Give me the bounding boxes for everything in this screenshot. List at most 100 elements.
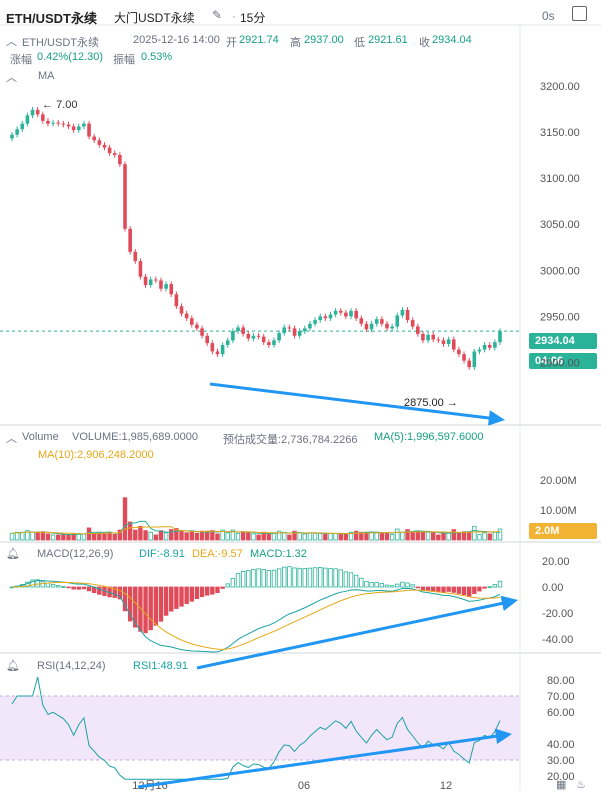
rsi-trend-arrow bbox=[137, 733, 503, 789]
volume-bar bbox=[384, 532, 390, 541]
candle-body bbox=[15, 129, 19, 135]
candle-body bbox=[148, 279, 153, 286]
macd-bar bbox=[492, 584, 498, 588]
candle-body bbox=[133, 251, 138, 262]
macd-bar bbox=[220, 586, 225, 589]
volume-bar bbox=[297, 532, 302, 541]
volume-bar bbox=[184, 532, 189, 541]
macd-bar bbox=[235, 573, 241, 588]
candle-body bbox=[164, 284, 168, 289]
volume-ma5-line bbox=[11, 520, 501, 536]
macd-bar bbox=[199, 586, 205, 598]
candle-body bbox=[231, 331, 235, 341]
volume-bar bbox=[153, 534, 159, 541]
macd-bar bbox=[369, 582, 374, 588]
price-tick-label: 3100.00 bbox=[540, 173, 580, 185]
candle-body bbox=[46, 120, 50, 124]
volume-bar bbox=[81, 533, 87, 541]
candle-body bbox=[251, 335, 256, 339]
volume-bar bbox=[215, 533, 220, 541]
macd-bar bbox=[9, 586, 15, 589]
edit-icon[interactable]: ✎ bbox=[212, 8, 223, 22]
volume-bar bbox=[117, 529, 123, 541]
macd-bar bbox=[133, 586, 138, 628]
macd-bar bbox=[400, 581, 405, 588]
symbol-title[interactable]: ETH/USDT永续 bbox=[6, 11, 98, 26]
macd-bar bbox=[446, 586, 451, 592]
macd-bar bbox=[189, 586, 194, 602]
candle-body bbox=[107, 147, 112, 154]
candle-body bbox=[349, 310, 353, 317]
candle-body bbox=[128, 228, 132, 252]
macd-bar bbox=[112, 586, 117, 598]
fire-icon[interactable]: ♨ bbox=[576, 779, 586, 791]
rsi-line bbox=[11, 676, 501, 780]
volume-bar bbox=[482, 532, 487, 541]
macd-bar bbox=[410, 584, 415, 588]
macd-bar bbox=[184, 586, 189, 604]
volume-ma10: MA(10):2,906,248.2000 bbox=[38, 449, 154, 461]
maximize-icon[interactable] bbox=[572, 6, 587, 21]
macd-bar bbox=[379, 583, 385, 588]
candle-body bbox=[87, 123, 91, 137]
volume-bar bbox=[359, 531, 364, 541]
candle-body bbox=[395, 315, 400, 327]
volume-bar bbox=[225, 532, 230, 541]
price-trend-arrow-head bbox=[487, 410, 505, 426]
change-value: 0.42%(12.30) bbox=[37, 51, 104, 63]
price-tick-label: 3150.00 bbox=[540, 127, 580, 139]
volume-bar bbox=[199, 530, 205, 541]
macd-bar bbox=[456, 586, 462, 594]
macd-tick-label: 20.00 bbox=[542, 556, 570, 568]
candle-body bbox=[159, 280, 163, 289]
low-marker: 2875.00 → bbox=[404, 397, 458, 409]
volume-bar bbox=[235, 532, 241, 541]
macd-bar bbox=[45, 582, 51, 588]
macd-bar bbox=[169, 586, 174, 612]
macd-bar bbox=[261, 569, 266, 588]
macd-bar bbox=[441, 586, 446, 593]
candle-body bbox=[76, 126, 81, 131]
ohlc-datetime: 2025-12-16 14:00 bbox=[133, 34, 220, 46]
candle-body bbox=[25, 115, 30, 124]
macd-trend-arrow-head bbox=[500, 595, 518, 612]
macd-bar bbox=[348, 572, 354, 588]
macd-bar bbox=[256, 568, 261, 588]
macd-bar bbox=[163, 586, 169, 616]
candle-body bbox=[462, 354, 466, 361]
interval-label[interactable]: 15分 bbox=[240, 11, 266, 25]
price-tick-label: 3200.00 bbox=[540, 81, 580, 93]
macd-bar bbox=[451, 586, 456, 593]
candles bbox=[10, 107, 502, 370]
volume-bar bbox=[76, 532, 81, 541]
volume-bar bbox=[415, 530, 421, 541]
volume-bar bbox=[127, 521, 133, 541]
candle-body bbox=[431, 334, 436, 340]
candle-body bbox=[374, 319, 379, 324]
macd-bar bbox=[405, 582, 410, 588]
candle-body bbox=[482, 344, 487, 350]
volume-bar bbox=[210, 530, 215, 541]
candle-body bbox=[205, 335, 209, 344]
volume-collapse-icon[interactable]: ︿ bbox=[6, 433, 17, 445]
volume-value: VOLUME:1,985,689.0000 bbox=[72, 431, 198, 443]
volume-bar bbox=[389, 534, 395, 541]
candle-body bbox=[246, 333, 251, 339]
rsi-bell-icon[interactable]: 🔔︎ bbox=[6, 660, 20, 672]
rsi-band bbox=[0, 696, 520, 760]
collapse-icon-2[interactable]: ︿ bbox=[6, 72, 17, 84]
candle-body bbox=[385, 323, 389, 329]
countdown-tag: 04:06 bbox=[529, 353, 597, 369]
calendar-icon[interactable]: ▦ bbox=[556, 779, 567, 791]
volume-bar bbox=[410, 531, 415, 541]
volume-bar bbox=[50, 534, 56, 541]
candle-body bbox=[189, 318, 194, 325]
candle-body bbox=[138, 261, 143, 277]
collapse-icon[interactable]: ︿ bbox=[6, 36, 17, 48]
macd-bar bbox=[328, 568, 333, 588]
candle-body bbox=[10, 134, 14, 139]
x-tick-label: 12 bbox=[440, 780, 452, 792]
macd-bar bbox=[225, 583, 230, 588]
candle-body bbox=[174, 294, 179, 307]
macd-bell-icon[interactable]: 🔔︎ bbox=[6, 548, 20, 560]
